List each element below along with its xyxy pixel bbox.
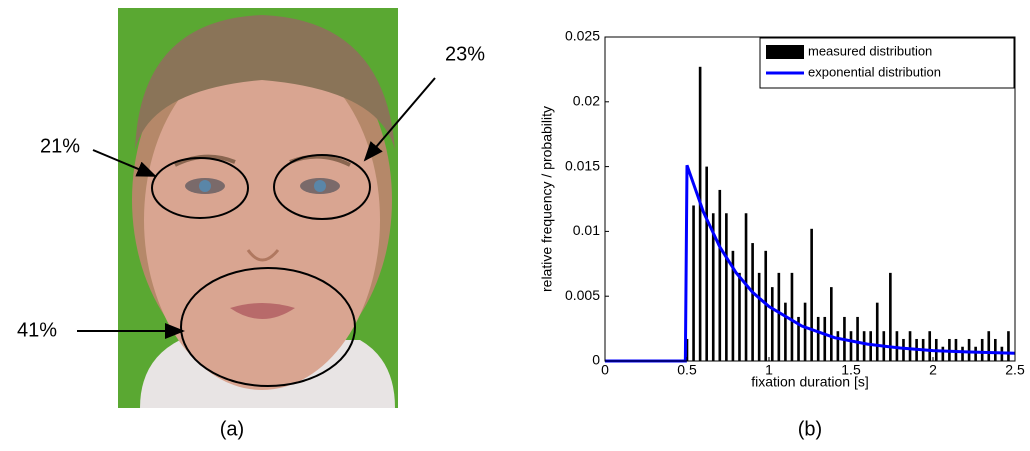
caption: (a) — [220, 418, 244, 440]
x-tick-label: 2.5 — [1005, 362, 1025, 378]
histogram-bar — [1007, 331, 1010, 361]
histogram-bar — [764, 250, 768, 361]
histogram-bar — [928, 331, 932, 361]
histogram-bar — [777, 272, 781, 361]
plot-area — [605, 37, 1015, 361]
annotation: 21% — [40, 135, 80, 157]
histogram-bar — [830, 287, 833, 361]
histogram-bar — [954, 338, 958, 361]
legend-label: measured distribution — [808, 43, 932, 58]
histogram-bar — [816, 316, 820, 361]
face-photo — [77, 8, 436, 408]
histogram-bar — [725, 213, 728, 361]
y-tick-label: 0 — [592, 352, 600, 368]
histogram-bar — [908, 331, 912, 361]
y-tick-label: 0.025 — [565, 28, 600, 44]
histogram-bar — [967, 338, 971, 361]
histogram-bar — [941, 346, 945, 361]
histogram-bar — [849, 331, 853, 361]
histogram-bar — [823, 316, 827, 361]
histogram-bar — [836, 331, 840, 361]
histogram-bar — [994, 338, 997, 361]
caption: (b) — [798, 418, 822, 440]
x-tick-label: 0 — [601, 362, 609, 378]
x-tick-label: 1 — [765, 362, 773, 378]
y-tick-label: 0.02 — [573, 93, 600, 109]
histogram-bar — [895, 331, 899, 361]
histogram-bar — [698, 66, 702, 362]
histogram-bar — [692, 205, 695, 361]
axes-box — [604, 36, 1016, 362]
y-tick-label: 0.01 — [573, 222, 600, 238]
histogram-bar — [974, 346, 977, 361]
legend-label: exponential distribution — [808, 64, 941, 79]
histogram-bar — [738, 272, 741, 361]
y-tick-label: 0.015 — [565, 157, 600, 173]
legend-swatch — [766, 45, 804, 59]
histogram-bar — [810, 228, 813, 361]
histogram-bar — [711, 213, 715, 361]
line — [605, 164, 1016, 363]
x-tick-label: 2 — [929, 362, 937, 378]
histogram-bar — [961, 346, 964, 361]
histogram-bar — [790, 272, 794, 361]
histogram-bar — [980, 338, 984, 361]
x-axis-label: fixation duration [s] — [751, 374, 869, 390]
histogram-bar — [803, 302, 807, 361]
histogram-bar — [784, 302, 787, 361]
y-axis-label: relative frequency / probability — [539, 106, 555, 292]
annotation: 41% — [17, 319, 57, 341]
histogram-bar — [744, 213, 748, 361]
histogram-bar — [685, 338, 689, 361]
histogram-bar — [757, 272, 761, 361]
histogram-bar — [751, 243, 754, 361]
x-tick-label: 1.5 — [841, 362, 861, 378]
y-tick-label: 0.005 — [565, 287, 600, 303]
histogram-bar — [797, 316, 800, 361]
annotation: 23% — [445, 43, 485, 65]
histogram-bar — [889, 272, 892, 361]
histogram-bar — [856, 316, 859, 361]
histogram-bar — [705, 166, 708, 361]
histogram-bar — [869, 331, 872, 361]
histogram-bar — [718, 189, 722, 361]
histogram-bar — [987, 331, 991, 361]
histogram-bar — [862, 331, 866, 361]
histogram-bar — [770, 287, 774, 361]
x-tick-label: 0.5 — [677, 362, 697, 378]
histogram-bar — [731, 250, 735, 361]
histogram-bar — [875, 302, 879, 361]
histogram-bar — [902, 338, 905, 361]
